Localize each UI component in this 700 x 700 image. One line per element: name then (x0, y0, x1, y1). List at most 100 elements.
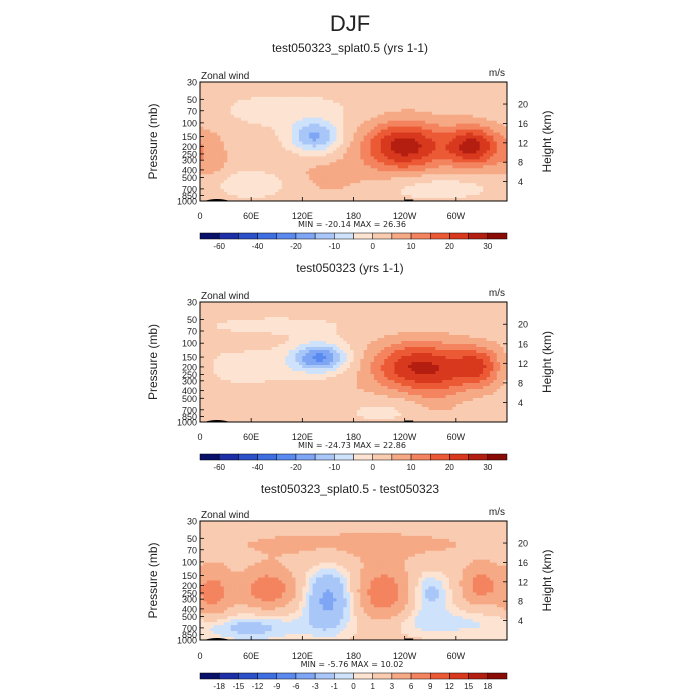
field-cell (462, 84, 467, 89)
field-cell (445, 311, 450, 315)
field-cell (346, 165, 351, 169)
field-cell (401, 150, 406, 154)
field-cell (462, 320, 467, 324)
field-cell (500, 108, 504, 113)
field-cell (220, 335, 225, 339)
field-cell (206, 108, 211, 113)
field-cell (489, 90, 494, 95)
field-cell (285, 317, 290, 321)
field-cell (315, 90, 320, 95)
field-cell (247, 189, 252, 193)
field-cell (489, 195, 494, 199)
field-cell (503, 93, 507, 98)
field-cell (483, 308, 487, 312)
field-cell (462, 147, 467, 151)
field-cell (315, 174, 320, 178)
field-cell (442, 105, 446, 110)
field-cell (261, 90, 266, 95)
field-cell (206, 105, 211, 110)
field-cell (254, 153, 259, 157)
field-cell (251, 102, 255, 107)
field-cell (394, 317, 399, 321)
field-cell (414, 96, 419, 101)
field-cell (240, 90, 245, 95)
field-cell (292, 117, 296, 122)
field-cell (476, 338, 481, 342)
field-cell (476, 171, 481, 175)
field-cell (404, 126, 409, 131)
field-cell (288, 135, 293, 139)
field-cell (411, 302, 416, 306)
field-cell (360, 102, 365, 107)
field-cell (288, 180, 293, 184)
field-cell (261, 135, 266, 139)
field-cell (227, 174, 232, 178)
field-cell (322, 153, 327, 157)
field-cell (387, 105, 392, 110)
field-cell (387, 138, 392, 142)
field-cell (237, 317, 242, 321)
field-cell (298, 305, 303, 309)
field-cell (500, 96, 504, 101)
field-cell (414, 329, 419, 333)
field-cell (247, 192, 252, 196)
field-cell (288, 192, 293, 196)
field-cell (234, 120, 238, 125)
field-cell (336, 323, 341, 327)
field-cell (264, 114, 269, 119)
field-cell (247, 314, 252, 318)
field-cell (377, 335, 382, 339)
field-cell (326, 311, 331, 315)
field-cell (493, 126, 498, 131)
field-cell (459, 141, 464, 145)
field-cell (414, 132, 419, 136)
field-cell (264, 198, 269, 201)
field-cell (435, 147, 440, 151)
field-cell (373, 153, 378, 157)
pressure-tick-label: 30 (187, 78, 197, 88)
field-cell (373, 180, 378, 184)
colorbar-swatch (372, 232, 393, 240)
field-cell (394, 192, 399, 196)
field-cell (336, 84, 341, 89)
field-cell (315, 159, 320, 163)
field-cell (360, 162, 365, 166)
field-cell (442, 93, 446, 98)
field-cell (264, 150, 269, 154)
field-cell (449, 177, 453, 181)
field-cell (339, 171, 344, 175)
field-cell (343, 326, 348, 330)
field-cell (449, 192, 453, 196)
field-cell (343, 120, 348, 125)
field-cell (373, 108, 378, 113)
field-cell (466, 335, 470, 339)
field-cell (333, 335, 337, 339)
field-cell (203, 117, 208, 122)
field-cell (367, 168, 371, 172)
field-cell (472, 156, 477, 160)
field-cell (466, 156, 470, 160)
field-cell (322, 344, 327, 348)
field-cell (309, 192, 313, 196)
field-cell (425, 141, 429, 145)
field-cell (486, 165, 491, 169)
field-cell (200, 198, 204, 201)
field-cell (298, 344, 303, 348)
field-cell (493, 323, 498, 327)
field-cell (391, 162, 395, 166)
field-cell (295, 162, 300, 166)
field-cell (237, 320, 242, 324)
colorbar-swatch (449, 232, 469, 240)
field-cell (322, 189, 327, 193)
field-cell (391, 168, 395, 172)
field-cell (394, 90, 399, 95)
field-cell (469, 99, 474, 104)
field-cell (223, 147, 228, 151)
field-cell (271, 326, 276, 330)
field-cell (503, 120, 507, 125)
field-cell (411, 323, 416, 327)
field-cell (500, 156, 504, 160)
field-cell (237, 117, 242, 122)
field-cell (295, 132, 300, 136)
field-cell (414, 120, 419, 125)
